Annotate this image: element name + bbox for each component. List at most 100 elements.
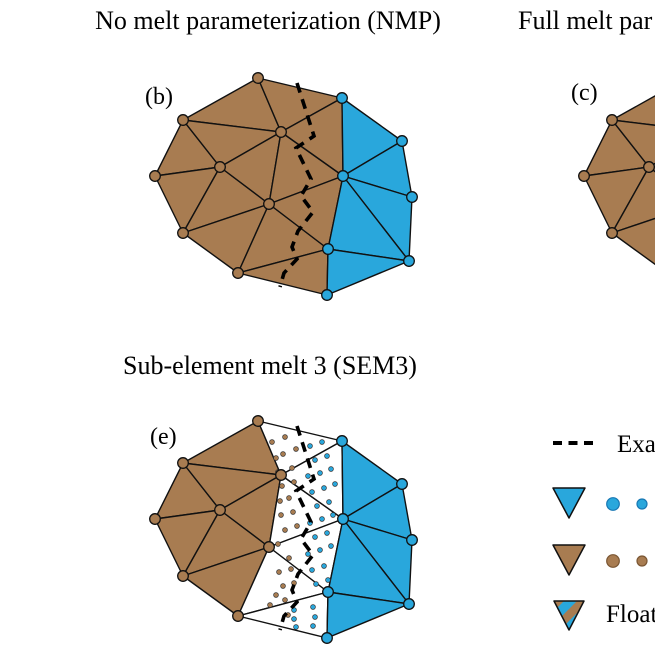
mesh-panel-e — [149, 415, 418, 644]
mesh-node-blue — [406, 534, 418, 546]
mesh-node-blue — [322, 586, 334, 598]
mesh-triangle — [611, 95, 655, 126]
legend-blue-triangle — [552, 487, 586, 519]
mesh-node-brown — [263, 198, 275, 210]
melt-dot-blue — [310, 623, 316, 629]
melt-dot-brown — [282, 597, 288, 603]
melt-dot-blue — [328, 543, 334, 549]
mesh-node-brown — [214, 504, 226, 516]
melt-dot-blue — [317, 470, 323, 476]
melt-dot-blue — [317, 547, 323, 553]
mesh-panel-b — [149, 72, 418, 301]
melt-dot-brown — [289, 465, 295, 471]
mesh-node-blue — [337, 513, 349, 525]
mesh-node-brown — [578, 170, 590, 182]
mesh-node-brown — [149, 513, 161, 525]
mesh-node-blue — [336, 92, 348, 104]
melt-dot-blue — [305, 473, 311, 479]
melt-dot-brown — [273, 592, 279, 598]
mesh-node-blue — [322, 243, 334, 255]
melt-dot-brown — [282, 527, 288, 533]
mesh-node-brown — [252, 415, 264, 427]
melt-dot-brown — [286, 495, 292, 501]
legend-blue-circles-icon — [606, 497, 648, 511]
mesh-node-brown — [177, 114, 189, 126]
melt-dot-blue — [321, 485, 327, 491]
panel-label-b: (b) — [145, 84, 173, 110]
melt-dot-brown — [280, 451, 286, 457]
melt-dot-brown — [269, 439, 275, 445]
melt-dot-brown — [282, 434, 288, 440]
legend-brown-triangle — [552, 544, 586, 576]
melt-dot-blue — [305, 551, 311, 557]
melt-dot-blue — [332, 481, 338, 487]
melt-boundary-dash — [278, 425, 317, 631]
mesh-node-brown — [252, 72, 264, 84]
legend-brown-triangle-icon — [552, 544, 586, 576]
melt-dot-brown — [291, 479, 297, 485]
panel-label-e: (e) — [150, 424, 177, 450]
melt-dot-brown — [290, 509, 296, 515]
melt-dot-brown — [267, 602, 273, 608]
melt-dot-blue — [312, 534, 318, 540]
melt-dot-brown — [279, 483, 285, 489]
melt-dot-brown — [277, 498, 283, 504]
mesh-node-brown — [275, 126, 287, 138]
mesh-node-brown — [606, 227, 618, 239]
mesh-node-blue — [396, 135, 408, 147]
melt-dot-blue — [309, 489, 315, 495]
mesh-triangle — [611, 119, 655, 168]
mesh-node-blue — [321, 632, 333, 644]
mesh-panel-c — [578, 95, 655, 266]
mesh-node-brown — [177, 570, 189, 582]
melt-dot-brown — [280, 583, 286, 589]
mesh-node-brown — [606, 114, 618, 126]
legend-blue-circle-small — [636, 498, 648, 510]
mesh-node-brown — [232, 267, 244, 279]
mesh-node-brown — [232, 610, 244, 622]
melt-dot-blue — [291, 616, 297, 622]
legend-blue-triangle-icon — [552, 487, 586, 519]
mesh-node-brown — [263, 541, 275, 553]
legend-striped-triangle-icon — [553, 600, 585, 631]
melt-dot-blue — [325, 577, 331, 583]
mesh-node-brown — [214, 161, 226, 173]
legend-brown-circles-icon — [606, 554, 648, 568]
melt-dot-brown — [293, 446, 299, 452]
melt-dot-blue — [310, 604, 316, 610]
melt-dot-blue — [319, 439, 325, 445]
title-nmp: No melt parameterization (NMP) — [95, 6, 441, 35]
legend-dash-sample-icon — [553, 441, 595, 445]
legend-brown-circle-small — [636, 555, 648, 567]
melt-dot-brown — [275, 541, 281, 547]
melt-dot-blue — [321, 563, 327, 569]
mesh-node-blue — [406, 191, 418, 203]
melt-dot-brown — [288, 566, 294, 572]
melt-dot-blue — [293, 624, 299, 630]
mesh-node-blue — [403, 255, 415, 267]
mesh-triangle — [611, 217, 655, 266]
melt-dot-brown — [294, 523, 300, 529]
melt-boundary-dash — [278, 82, 317, 288]
legend-label-floating: Float — [606, 601, 655, 628]
mesh-node-brown — [643, 161, 655, 173]
mesh-node-brown — [275, 469, 287, 481]
mesh-node-blue — [321, 289, 333, 301]
mesh-node-brown — [177, 457, 189, 469]
title-sem3: Sub-element melt 3 (SEM3) — [123, 351, 417, 380]
melt-dot-brown — [273, 455, 279, 461]
melt-dot-brown — [278, 512, 284, 518]
title-fmp: Full melt par — [518, 6, 653, 35]
mesh-triangle — [326, 248, 410, 296]
mesh-node-blue — [396, 478, 408, 490]
legend-blue-circle-large — [606, 497, 620, 511]
legend-brown-circle-large — [606, 554, 620, 568]
melt-dot-blue — [326, 499, 332, 505]
legend-striped-triangle-outline — [553, 600, 585, 631]
mesh-node-blue — [403, 598, 415, 610]
mesh-triangle — [611, 166, 655, 234]
mesh-node-blue — [337, 170, 349, 182]
melt-dot-brown — [276, 569, 282, 575]
